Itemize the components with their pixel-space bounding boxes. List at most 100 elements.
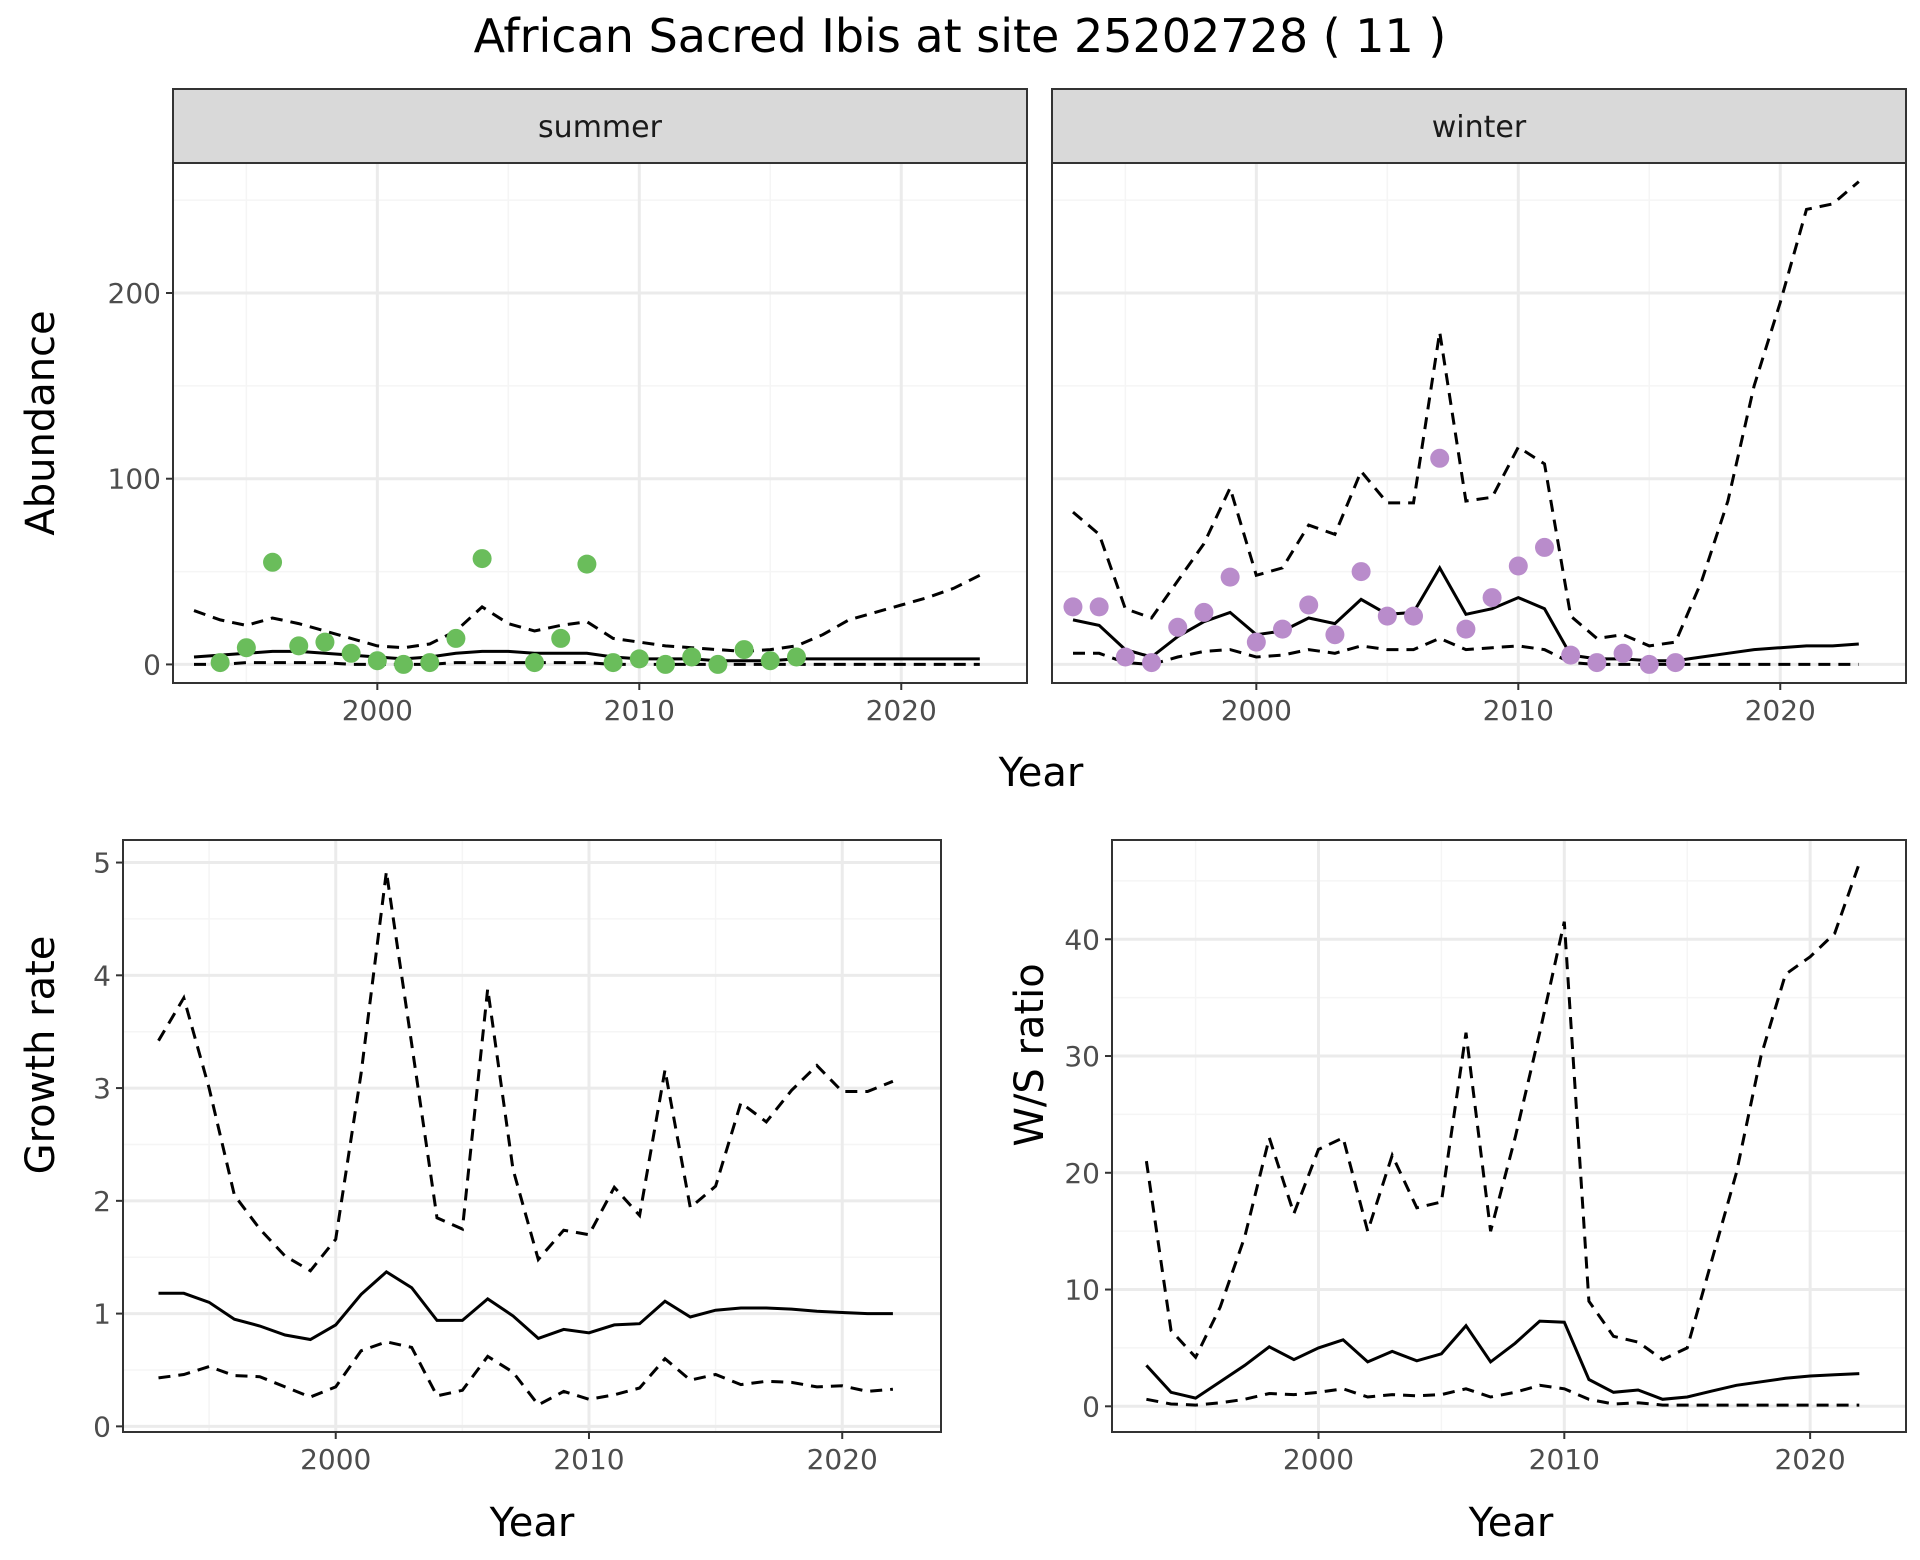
abundance-y-axis-label: Abundance <box>18 310 64 535</box>
x-tick-label: 2020 <box>807 1443 878 1476</box>
lower-bound-line <box>1146 1383 1860 1407</box>
data-point <box>1325 625 1345 645</box>
data-point <box>1665 653 1685 673</box>
chart-title: African Sacred Ibis at site 25202728 ( 1… <box>473 9 1447 63</box>
data-point <box>236 638 256 658</box>
data-point <box>446 628 466 648</box>
abundance-x-axis-label: Year <box>998 750 1084 796</box>
data-point <box>1534 537 1554 557</box>
data-point <box>1246 632 1266 652</box>
data-point <box>1456 619 1476 639</box>
data-point <box>682 647 702 667</box>
y-tick-label: 100 <box>108 463 161 496</box>
y-tick-label: 40 <box>1064 923 1100 956</box>
abundance-chart: Abundance Year summer 2000 2010 2020 0 100 200… <box>18 88 1907 796</box>
x-tick-label: 2010 <box>1483 694 1554 727</box>
facet-winter: winter 2000 2010 2020 <box>1051 88 1907 727</box>
data-point <box>1194 602 1214 622</box>
data-point <box>786 647 806 667</box>
fitted-trend-line <box>158 1270 893 1342</box>
ws-x-axis-label: Year <box>1468 1500 1554 1546</box>
fitted-trend-line <box>193 649 980 663</box>
panel-border <box>1111 839 1907 1433</box>
growth-y-axis-label: Growth rate <box>18 936 64 1175</box>
data-point <box>577 554 597 574</box>
x-tick-label: 2000 <box>1283 1443 1354 1476</box>
data-point <box>394 654 414 674</box>
data-point <box>1168 617 1188 637</box>
y-tick-label: 20 <box>1064 1157 1100 1190</box>
data-point <box>1430 448 1450 468</box>
y-tick-label: 1 <box>93 1298 111 1331</box>
upper-bound-line <box>157 871 894 1273</box>
data-point <box>760 651 780 671</box>
panel-border <box>122 839 942 1433</box>
growth-rate-chart: Growth rate Year 2000 2010 2020 0 1 2 3 4 5 <box>18 839 942 1546</box>
data-point <box>603 653 623 673</box>
data-point <box>1115 647 1135 667</box>
upper-bound-line <box>1072 180 1860 648</box>
x-tick-label: 2010 <box>1529 1443 1600 1476</box>
x-tick-label: 2000 <box>1221 694 1292 727</box>
x-tick-label: 2000 <box>342 694 413 727</box>
data-point <box>1220 567 1240 587</box>
panel-background <box>123 840 941 1432</box>
data-point <box>1089 597 1109 617</box>
data-point <box>1377 606 1397 626</box>
data-point <box>1142 653 1162 673</box>
data-point <box>1063 597 1083 617</box>
growth-x-axis-label: Year <box>489 1500 575 1546</box>
y-tick-label: 30 <box>1064 1040 1100 1073</box>
panel-background <box>173 163 1027 683</box>
panel-background <box>1052 163 1906 683</box>
data-point <box>734 640 754 660</box>
x-tick-label: 2010 <box>553 1443 624 1476</box>
data-point <box>525 653 545 673</box>
data-point <box>263 552 283 572</box>
data-point <box>629 649 649 669</box>
data-point <box>1508 556 1528 576</box>
y-tick-label: 3 <box>93 1072 111 1105</box>
facet-strip-label: summer <box>538 110 663 145</box>
data-point <box>420 653 440 673</box>
lower-bound-line <box>194 661 980 666</box>
y-tick-label: 0 <box>143 648 161 681</box>
y-tick-label: 5 <box>93 847 111 880</box>
x-tick-label: 2020 <box>1745 694 1816 727</box>
facet-strip <box>1051 88 1907 164</box>
x-tick-label: 2020 <box>866 694 937 727</box>
y-tick-label: 4 <box>93 959 111 992</box>
data-point <box>1351 562 1371 582</box>
panel-border <box>1051 162 1907 684</box>
data-point <box>1561 645 1581 665</box>
fitted-trend-line <box>1145 1319 1860 1401</box>
facet-strip-label: winter <box>1432 110 1527 145</box>
panel-background <box>1112 840 1906 1432</box>
data-point <box>1404 606 1424 626</box>
data-point <box>655 654 675 674</box>
x-tick-label: 2020 <box>1774 1443 1845 1476</box>
facet-strip <box>172 88 1028 164</box>
data-point <box>1273 619 1293 639</box>
panel-border <box>172 162 1028 684</box>
x-tick-label: 2000 <box>300 1443 371 1476</box>
data-point <box>367 651 387 671</box>
data-point <box>708 654 728 674</box>
data-point <box>472 549 492 569</box>
data-point <box>1613 643 1633 663</box>
data-point <box>1587 653 1607 673</box>
data-point <box>1482 588 1502 608</box>
data-point <box>315 632 335 652</box>
lower-bound-line <box>1073 636 1859 666</box>
facet-summer: summer 2000 2010 2020 0 100 200 <box>108 88 1028 727</box>
data-point <box>551 628 571 648</box>
y-tick-label: 2 <box>93 1185 111 1218</box>
data-point <box>210 653 230 673</box>
data-point <box>341 643 361 663</box>
data-point <box>289 636 309 656</box>
data-point <box>1299 595 1319 615</box>
lower-bound-line <box>158 1340 894 1407</box>
ws-y-axis-label: W/S ratio <box>1007 963 1053 1146</box>
y-tick-label: 0 <box>1082 1390 1100 1423</box>
data-point <box>1639 654 1659 674</box>
